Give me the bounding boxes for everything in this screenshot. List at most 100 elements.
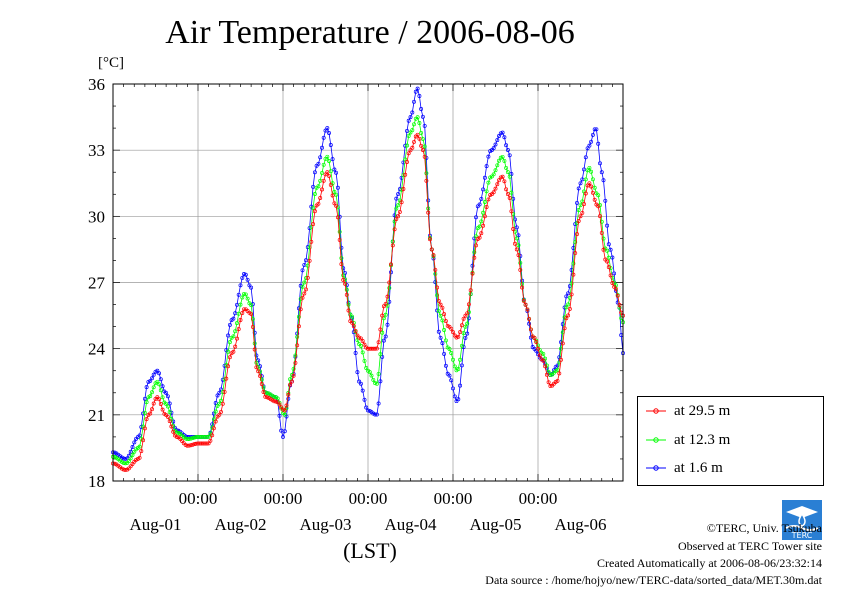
data-point	[484, 189, 489, 194]
data-point	[295, 334, 300, 339]
data-point	[167, 419, 172, 424]
data-point	[249, 285, 254, 290]
data-point	[240, 275, 245, 280]
data-point	[298, 307, 303, 312]
data-point	[617, 303, 622, 307]
data-point	[451, 386, 455, 391]
x-time-label: 00:00	[179, 489, 218, 508]
data-point	[495, 163, 500, 168]
data-point	[307, 258, 312, 263]
data-point	[167, 410, 172, 414]
data-point	[383, 301, 388, 306]
data-point	[194, 441, 199, 446]
data-point	[481, 210, 486, 215]
data-point	[389, 262, 393, 267]
data-point	[300, 268, 305, 273]
data-point	[128, 449, 133, 454]
data-point	[350, 314, 355, 319]
data-point	[507, 196, 512, 200]
data-point	[174, 430, 179, 435]
data-point	[452, 394, 457, 399]
data-point	[337, 229, 342, 234]
data-point	[187, 443, 192, 448]
data-point	[252, 347, 257, 352]
data-point	[544, 363, 549, 368]
data-point	[169, 424, 174, 429]
data-point	[183, 442, 188, 447]
data-point	[158, 402, 163, 406]
data-point	[396, 192, 401, 197]
data-point	[387, 280, 392, 285]
data-point	[126, 459, 131, 464]
data-point	[598, 214, 602, 219]
data-point	[165, 394, 170, 399]
data-point	[240, 311, 245, 315]
data-point	[514, 247, 519, 252]
data-point	[527, 321, 532, 326]
data-point	[585, 146, 590, 151]
data-point	[302, 291, 307, 296]
data-point	[226, 349, 231, 354]
data-point	[378, 379, 383, 384]
data-point	[608, 273, 613, 278]
plot-frame	[112, 83, 624, 482]
data-point	[385, 294, 390, 299]
data-point	[148, 394, 153, 399]
data-point	[504, 187, 509, 192]
data-point	[463, 324, 468, 329]
data-point	[412, 99, 416, 104]
data-point	[523, 302, 528, 307]
data-point	[226, 333, 231, 338]
data-point	[422, 154, 427, 159]
data-point	[525, 307, 530, 312]
data-point	[355, 370, 360, 375]
data-point	[569, 292, 574, 297]
data-point	[337, 237, 342, 242]
data-point	[130, 445, 135, 449]
data-point	[300, 284, 305, 289]
data-point	[392, 227, 397, 232]
data-point	[296, 314, 301, 319]
data-point	[128, 456, 133, 461]
data-point	[305, 275, 310, 280]
data-point	[443, 363, 448, 368]
data-point	[582, 167, 586, 172]
data-point	[261, 390, 266, 394]
data-point	[511, 227, 516, 231]
legend-marker-green	[646, 437, 666, 443]
data-point	[435, 285, 440, 290]
data-point	[564, 305, 569, 310]
data-point	[458, 383, 463, 388]
data-point	[555, 378, 560, 383]
data-point	[605, 248, 610, 253]
data-point	[420, 114, 425, 119]
data-point	[465, 321, 470, 326]
data-point	[406, 151, 411, 156]
data-point	[231, 349, 236, 354]
data-point	[320, 170, 324, 175]
data-point	[137, 455, 142, 460]
data-point	[596, 193, 601, 198]
x-time-label: 00:00	[434, 489, 473, 508]
data-point	[238, 302, 243, 307]
data-point	[458, 330, 463, 335]
data-point	[394, 196, 399, 201]
data-point	[321, 162, 326, 167]
data-point	[258, 364, 262, 369]
data-point	[273, 399, 278, 404]
data-point	[474, 234, 478, 239]
data-point	[334, 203, 339, 208]
data-point	[582, 202, 586, 207]
data-point	[254, 353, 259, 358]
data-point	[454, 335, 459, 340]
data-point	[158, 377, 163, 382]
data-point	[213, 419, 218, 424]
data-point	[546, 380, 551, 385]
data-point	[374, 412, 379, 417]
data-point	[419, 130, 424, 135]
data-point	[243, 272, 248, 277]
data-point	[509, 190, 514, 195]
data-point	[339, 245, 344, 250]
data-point	[284, 403, 289, 408]
data-point	[410, 128, 415, 133]
